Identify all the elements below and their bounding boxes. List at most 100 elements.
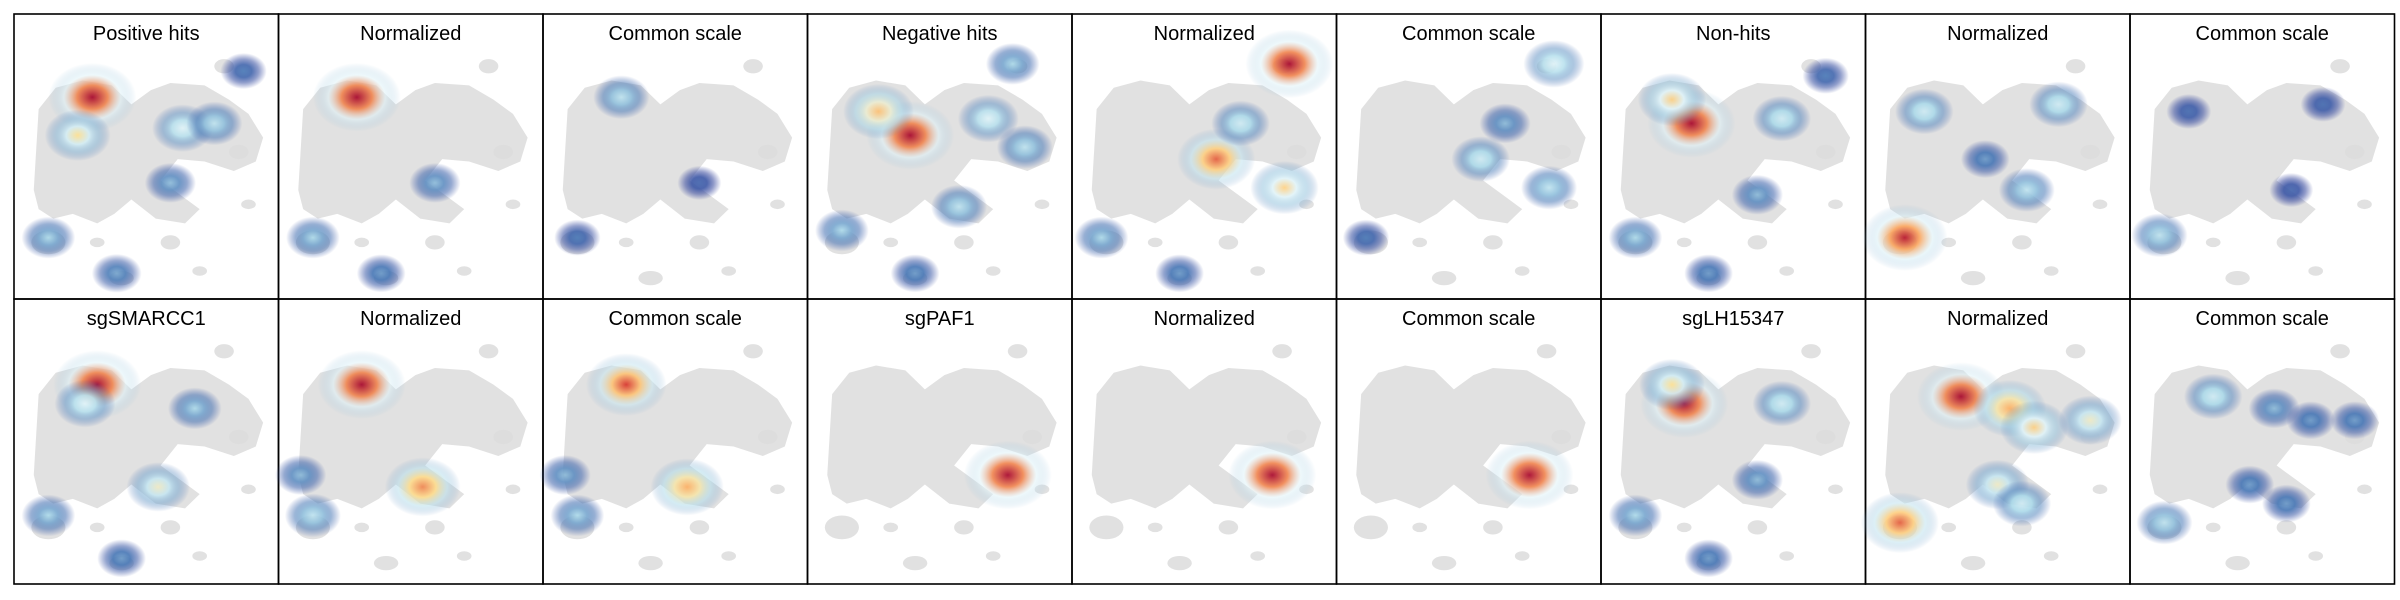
density-hotspot — [312, 62, 401, 132]
density-hotspot — [1485, 440, 1574, 510]
density-hotspot — [2269, 172, 2314, 208]
embedding-island — [2308, 551, 2323, 561]
density-hotspot — [44, 109, 111, 161]
density-hotspot — [1155, 254, 1204, 293]
density-hotspot — [2058, 395, 2122, 446]
embedding-island — [1167, 555, 1192, 571]
panel: Normalized — [275, 298, 544, 585]
density-hotspot — [384, 457, 461, 517]
density-hotspot — [2262, 484, 2311, 523]
embedding-island — [2012, 235, 2032, 250]
embedding-island — [1779, 551, 1795, 561]
embedding-island — [1218, 520, 1239, 535]
density-hotspot — [21, 494, 76, 537]
embedding-island — [1147, 522, 1163, 533]
embedding-island — [1941, 522, 1957, 533]
embedding-island — [2344, 144, 2365, 160]
embedding-island — [1815, 429, 1836, 445]
embedding-island — [1676, 237, 1692, 248]
embedding-island — [743, 344, 763, 359]
density-hotspot — [2183, 373, 2243, 420]
density-hotspot — [167, 387, 222, 430]
panel: Normalized — [1071, 298, 1338, 585]
embedding-island — [2225, 270, 2250, 286]
density-hotspot — [1523, 40, 1585, 88]
panel: Common scale — [2129, 298, 2396, 585]
panel: Positive hits — [13, 13, 280, 300]
embedding-island — [721, 266, 736, 276]
density-hotspot — [650, 458, 724, 516]
embedding-island — [214, 344, 234, 359]
embedding-island — [493, 429, 513, 445]
embedding-island — [1034, 199, 1050, 210]
embedding-island — [1747, 235, 1768, 250]
embedding-island — [1828, 199, 1843, 210]
panel-title: Common scale — [1402, 308, 1535, 330]
density-hotspot — [1228, 440, 1317, 510]
panel: Common scale — [1335, 298, 1602, 585]
embedding-island — [902, 555, 928, 571]
panel: sgSMARCC1 — [13, 298, 280, 585]
embedding-island — [1483, 520, 1503, 535]
panel-frame — [2129, 298, 2396, 585]
embedding-island — [638, 270, 663, 286]
embedding-island — [2357, 199, 2372, 210]
embedding-island — [883, 522, 899, 533]
density-hotspot — [54, 379, 116, 428]
density-hotspot — [1960, 140, 2010, 179]
embedding-island — [354, 237, 370, 248]
embedding-island — [192, 551, 207, 561]
density-hotspot — [126, 462, 190, 512]
embedding-island — [689, 520, 710, 535]
density-hotspot — [996, 125, 1053, 170]
embedding-island — [505, 484, 521, 495]
embedding-island — [1815, 144, 1836, 160]
embedding-island — [2357, 484, 2372, 495]
embedding-island — [2043, 266, 2059, 276]
density-hotspot — [930, 184, 988, 229]
density-hotspot — [1752, 380, 1812, 427]
panel-title: Negative hits — [882, 23, 998, 45]
panel: Common scale — [542, 13, 809, 300]
density-hotspot — [2225, 465, 2275, 504]
embedding-island — [425, 235, 445, 250]
density-hotspot — [1752, 95, 1812, 142]
panel: Normalized — [1071, 13, 1338, 300]
embedding-island — [721, 551, 736, 561]
density-hotspot — [1245, 29, 1334, 99]
embedding-island — [1250, 551, 1266, 561]
density-hotspot — [91, 253, 142, 293]
panel-title: Positive hits — [93, 23, 200, 45]
density-hotspot — [539, 455, 591, 496]
panel: Normalized — [277, 13, 544, 300]
density-hotspot — [2131, 213, 2188, 258]
density-hotspot — [1998, 168, 2055, 212]
panel-title: Normalized — [1947, 23, 2048, 45]
embedding-island — [743, 59, 763, 74]
embedding-background — [562, 80, 793, 224]
embedding-island — [757, 144, 778, 160]
embedding-island — [1286, 144, 1307, 160]
density-hotspot — [957, 94, 1019, 143]
density-hotspot — [585, 353, 667, 417]
panel-title: Normalized — [1947, 308, 2048, 330]
density-hotspot — [554, 219, 601, 256]
density-hotspot — [2300, 86, 2346, 122]
panel: Normalized — [1862, 13, 2131, 300]
density-hotspot — [1999, 400, 2069, 455]
embedding-island — [241, 484, 256, 495]
density-hotspot — [1608, 216, 1663, 259]
embedding-island — [618, 237, 634, 248]
density-hotspot — [1731, 174, 1784, 215]
density-hotspot — [1479, 103, 1531, 144]
density-hotspot — [2166, 93, 2212, 130]
density-hotspot — [1862, 204, 1948, 271]
density-hotspot — [286, 216, 340, 259]
embedding-island — [1431, 555, 1457, 571]
density-hotspot — [317, 350, 406, 419]
embedding-island — [160, 520, 181, 535]
density-hotspot — [593, 75, 650, 120]
embedding-island — [1147, 237, 1163, 248]
embedding-island — [1676, 522, 1692, 533]
density-hotspot — [1211, 100, 1270, 147]
